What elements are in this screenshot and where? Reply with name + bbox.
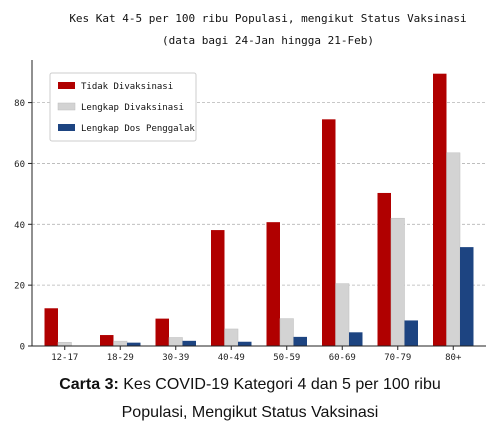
x-tick-label: 50-59 bbox=[273, 353, 300, 363]
bar bbox=[57, 342, 72, 347]
caption-label: Carta 3: bbox=[59, 376, 119, 393]
bar bbox=[293, 336, 307, 346]
legend-swatch bbox=[57, 102, 76, 111]
legend-swatch bbox=[58, 124, 75, 131]
x-tick-label: 30-39 bbox=[162, 353, 189, 363]
bar bbox=[404, 320, 418, 346]
chart: Kes Kat 4-5 per 100 ribu Populasi, mengi… bbox=[14, 12, 486, 363]
bar bbox=[377, 192, 391, 346]
y-tick-label: 60 bbox=[14, 160, 25, 170]
chart-title: Kes Kat 4-5 per 100 ribu Populasi, mengi… bbox=[69, 12, 466, 25]
bars bbox=[44, 73, 474, 347]
bar bbox=[322, 119, 336, 346]
figure-caption-line2: Populasi, Mengikut Status Vaksinasi bbox=[0, 404, 500, 422]
caption-text-2: Populasi, Mengikut Status Vaksinasi bbox=[121, 404, 379, 421]
bar bbox=[335, 283, 350, 347]
legend-label: Lengkap Divaksinasi bbox=[81, 103, 184, 113]
legend: Tidak Divaksinasi Lengkap Divaksinasi Leng… bbox=[49, 72, 197, 142]
bar bbox=[238, 341, 252, 346]
x-tick-label: 18-29 bbox=[107, 353, 134, 363]
y-tick-label: 80 bbox=[14, 99, 25, 109]
bar bbox=[224, 328, 239, 347]
bar bbox=[266, 222, 280, 346]
y-tick-label: 20 bbox=[14, 282, 25, 292]
figure-caption-line1: Carta 3: Kes COVID-19 Kategori 4 dan 5 p… bbox=[0, 376, 500, 394]
bar bbox=[433, 73, 447, 346]
bar bbox=[446, 152, 461, 347]
x-tick-label: 12-17 bbox=[51, 353, 78, 363]
bar bbox=[44, 308, 58, 346]
y-tick-label: 0 bbox=[20, 343, 25, 353]
caption-text-1: Kes COVID-19 Kategori 4 dan 5 per 100 ri… bbox=[123, 376, 441, 393]
chart-subtitle: (data bagi 24-Jan hingga 21-Feb) bbox=[162, 34, 374, 47]
axes bbox=[31, 60, 486, 347]
legend-swatch bbox=[58, 82, 75, 89]
y-tick-label: 40 bbox=[14, 221, 25, 231]
bar bbox=[390, 217, 405, 347]
bar bbox=[460, 247, 474, 346]
legend-label: Lengkap Dos Penggalak bbox=[81, 124, 195, 134]
x-tick-label: 70-79 bbox=[384, 353, 411, 363]
bar bbox=[113, 340, 128, 347]
bar bbox=[279, 318, 294, 347]
x-tick-label: 60-69 bbox=[329, 353, 356, 363]
x-tick-label: 40-49 bbox=[218, 353, 245, 363]
bar bbox=[182, 340, 196, 346]
legend-box bbox=[49, 72, 197, 142]
x-tick-label: 80+ bbox=[445, 353, 462, 363]
bar bbox=[155, 318, 169, 346]
bar bbox=[168, 337, 183, 347]
x-axis-ticks: 12-17 18-29 30-39 40-49 50-59 60-69 70-79 80+ bbox=[51, 346, 462, 363]
bar bbox=[100, 335, 114, 346]
legend-label: Tidak Divaksinasi bbox=[81, 82, 173, 92]
bar bbox=[349, 332, 363, 346]
bar bbox=[211, 230, 225, 346]
y-axis-ticks: 0 20 40 60 80 bbox=[14, 99, 32, 353]
bar bbox=[127, 342, 141, 346]
